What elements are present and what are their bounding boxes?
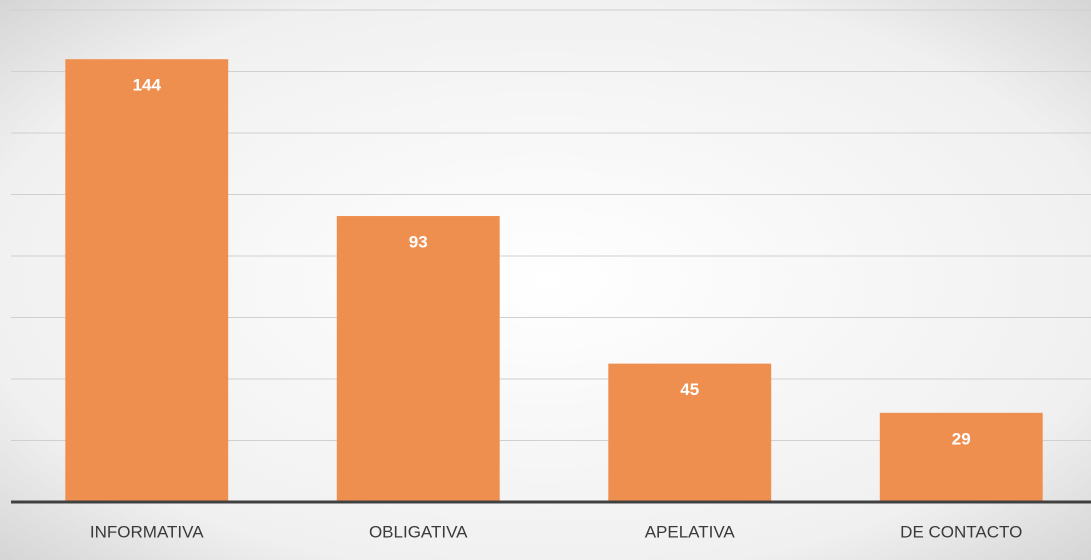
bar (65, 59, 229, 502)
x-tick-label: INFORMATIVA (90, 522, 204, 541)
x-tick-label: APELATIVA (645, 522, 736, 541)
data-label: 45 (680, 380, 699, 399)
data-label: 144 (133, 76, 162, 95)
bar (879, 412, 1043, 502)
x-tick-label: DE CONTACTO (900, 522, 1022, 541)
data-label: 29 (952, 429, 971, 448)
x-tick-label: OBLIGATIVA (369, 522, 468, 541)
data-label: 93 (409, 233, 428, 252)
bar (336, 216, 500, 502)
bar (608, 363, 772, 502)
